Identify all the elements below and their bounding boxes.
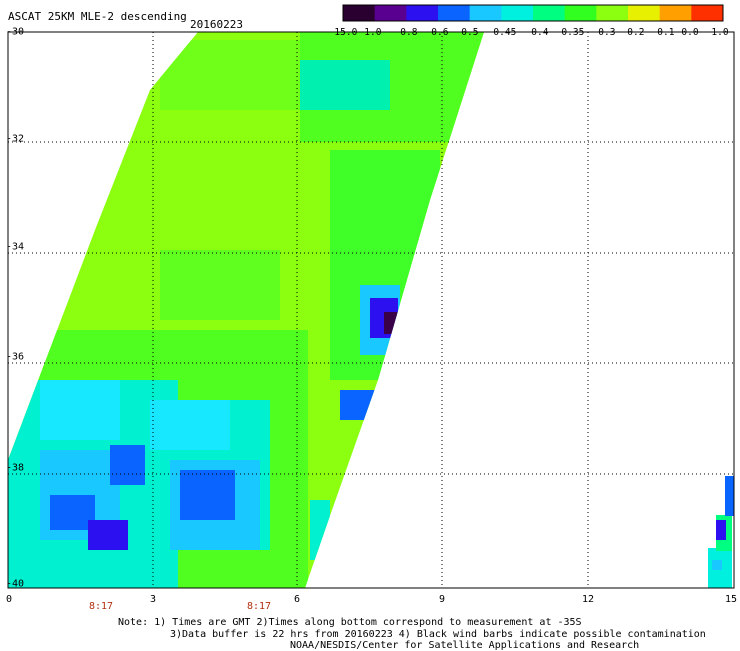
- colorbar-label: 0.0: [681, 27, 699, 38]
- colorbar-label: -0.1: [651, 27, 675, 38]
- x-tick-label: 6: [293, 594, 301, 605]
- colorbar-segment: [406, 5, 439, 21]
- colorbar-label: -0.35: [555, 27, 585, 38]
- colorbar-label: -0.6: [425, 27, 449, 38]
- grid-lines: [8, 32, 734, 588]
- map-date: 20160223: [190, 18, 243, 31]
- colorbar-segment: [343, 5, 376, 21]
- note-line-1: Note: 1) Times are GMT 2)Times along bot…: [118, 617, 582, 628]
- colorbar-segment: [628, 5, 661, 21]
- colorbar-label: 1.0: [711, 27, 729, 38]
- colorbar-label: -0.45: [487, 27, 517, 38]
- data-swath: [8, 32, 484, 588]
- x-tick-label: 15: [724, 594, 738, 605]
- colorbar-label: -0.4: [525, 27, 549, 38]
- colorbar-segment: [596, 5, 629, 21]
- y-tick-label: -40: [6, 578, 25, 590]
- colorbar: [342, 4, 724, 22]
- y-tick-label: -34: [6, 241, 25, 253]
- colorbar-segment: [438, 5, 471, 21]
- colorbar-segment: [469, 5, 502, 21]
- colorbar-segment: [374, 5, 407, 21]
- colorbar-border: [342, 4, 724, 22]
- y-tick-label: -38: [6, 462, 25, 474]
- time-label: 8:17: [88, 601, 114, 612]
- colorbar-label: -0.5: [455, 27, 479, 38]
- note-line-2: 3)Data buffer is 22 hrs from 20160223 4)…: [170, 629, 706, 640]
- colorbar-segment: [533, 5, 566, 21]
- note-line-3: NOAA/NESDIS/Center for Satellite Applica…: [290, 640, 640, 651]
- x-tick-label: 0: [5, 594, 13, 605]
- x-tick-label: 3: [149, 594, 157, 605]
- colorbar-label: -0.3: [592, 27, 616, 38]
- colorbar-segment: [659, 5, 692, 21]
- colorbar-label: -0.2: [621, 27, 645, 38]
- colorbar-label: -1.0: [358, 27, 382, 38]
- time-label: 8:17: [246, 601, 272, 612]
- colorbar-segment: [501, 5, 534, 21]
- plot-frame: [7, 31, 735, 589]
- y-tick-label: -30: [6, 26, 25, 38]
- x-tick-label: 12: [581, 594, 595, 605]
- colorbar-segment: [564, 5, 597, 21]
- x-tick-label: 9: [438, 594, 446, 605]
- colorbar-label: -15.0: [328, 27, 358, 38]
- data-strip-right: [708, 476, 734, 588]
- colorbar-label: -0.8: [394, 27, 418, 38]
- y-tick-label: -32: [6, 133, 25, 145]
- y-tick-label: -36: [6, 351, 25, 363]
- colorbar-segment: [691, 5, 724, 21]
- map-title: ASCAT 25KM MLE-2 descending: [8, 10, 187, 23]
